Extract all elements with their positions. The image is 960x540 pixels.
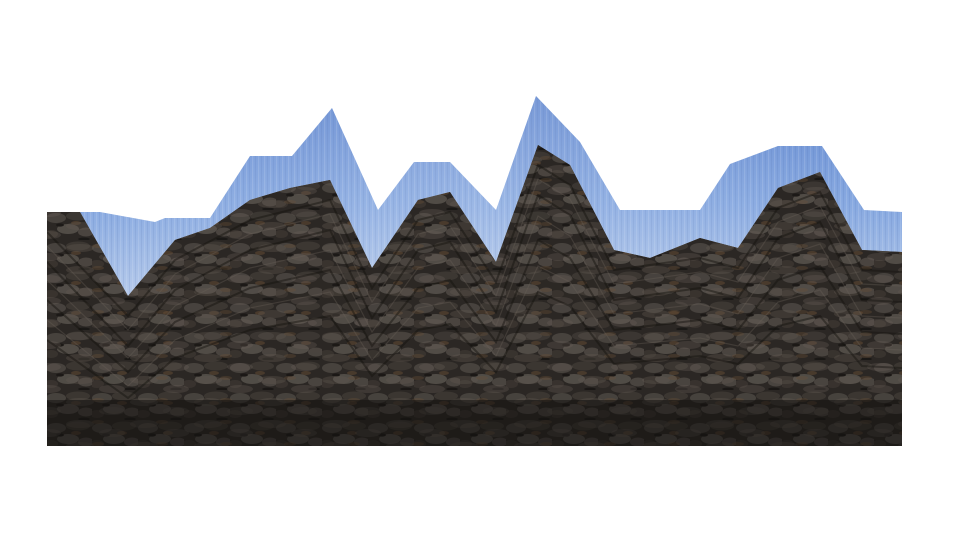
textured-terrain-image	[47, 96, 902, 446]
